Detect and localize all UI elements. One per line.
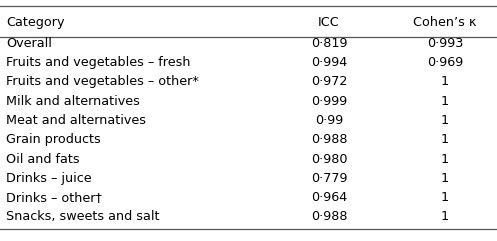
Text: 0·99: 0·99 — [315, 114, 343, 127]
Text: 1: 1 — [441, 114, 449, 127]
Text: 0·779: 0·779 — [311, 172, 347, 185]
Text: 1: 1 — [441, 153, 449, 166]
Text: 0·988: 0·988 — [311, 133, 347, 146]
Text: Grain products: Grain products — [6, 133, 101, 146]
Text: 1: 1 — [441, 133, 449, 146]
Text: 0·999: 0·999 — [311, 95, 347, 108]
Text: Overall: Overall — [6, 37, 52, 50]
Text: 0·993: 0·993 — [426, 37, 463, 50]
Text: 0·994: 0·994 — [311, 56, 347, 69]
Text: ICC: ICC — [318, 16, 340, 29]
Text: 0·969: 0·969 — [427, 56, 463, 69]
Text: Drinks – juice: Drinks – juice — [6, 172, 91, 185]
Text: Milk and alternatives: Milk and alternatives — [6, 95, 140, 108]
Text: 0·972: 0·972 — [311, 75, 347, 88]
Text: Fruits and vegetables – other*: Fruits and vegetables – other* — [6, 75, 199, 88]
Text: Fruits and vegetables – fresh: Fruits and vegetables – fresh — [6, 56, 190, 69]
Text: Cohen’s κ: Cohen’s κ — [413, 16, 477, 29]
Text: Category: Category — [6, 16, 65, 29]
Text: 1: 1 — [441, 95, 449, 108]
Text: Meat and alternatives: Meat and alternatives — [6, 114, 146, 127]
Text: 0·819: 0·819 — [311, 37, 347, 50]
Text: Oil and fats: Oil and fats — [6, 153, 80, 166]
Text: Drinks – other†: Drinks – other† — [6, 191, 102, 204]
Text: 1: 1 — [441, 191, 449, 204]
Text: 1: 1 — [441, 75, 449, 88]
Text: 0·964: 0·964 — [311, 191, 347, 204]
Text: Snacks, sweets and salt: Snacks, sweets and salt — [6, 210, 160, 223]
Text: 1: 1 — [441, 210, 449, 223]
Text: 0·980: 0·980 — [311, 153, 347, 166]
Text: 0·988: 0·988 — [311, 210, 347, 223]
Text: 1: 1 — [441, 172, 449, 185]
